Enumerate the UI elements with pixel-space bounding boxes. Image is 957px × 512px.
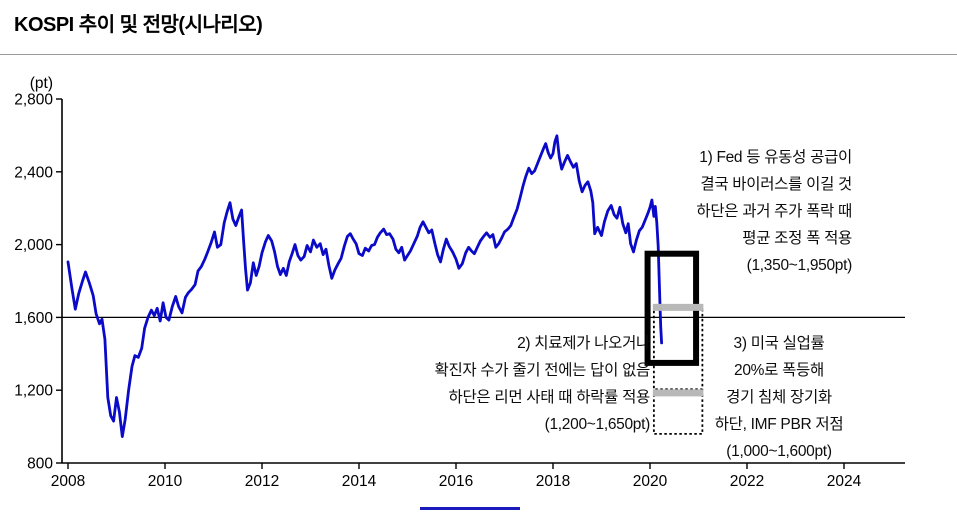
annotation-line: 2) 치료제가 나오거나 xyxy=(517,335,650,352)
x-tick-label: 2022 xyxy=(730,473,764,490)
annotation-scenario-1: 1) Fed 등 유동성 공급이 결국 바이러스를 이길 것 하단은 과거 주가… xyxy=(696,144,852,279)
y-axis-unit-label: (pt) xyxy=(30,75,53,92)
page-title: KOSPI 추이 및 전망(시나리오) xyxy=(14,14,263,36)
y-tick-label: 1,200 xyxy=(14,383,53,400)
annotation-line: 하단은 과거 주가 폭락 때 xyxy=(696,203,852,220)
annotation-line: 평균 조정 폭 적용 xyxy=(742,230,852,247)
y-tick-label: 2,000 xyxy=(14,237,53,254)
annotation-line: 하단, IMF PBR 저점 xyxy=(714,416,844,433)
x-tick-label: 2012 xyxy=(245,473,279,490)
annotation-line: 3) 미국 실업률 xyxy=(733,335,825,352)
x-tick-label: 2016 xyxy=(439,473,473,490)
x-tick-label: 2010 xyxy=(148,473,183,490)
annotation-scenario-3: 3) 미국 실업률 20%로 폭등해 경기 침체 장기화 하단, IMF PBR… xyxy=(698,330,860,465)
x-tick-label: 2008 xyxy=(51,473,85,490)
scenario-box-dotted xyxy=(652,392,704,435)
footer-accent-line xyxy=(420,507,520,510)
x-tick-label: 2020 xyxy=(633,473,668,490)
annotation-range: (1,200~1,650pt) xyxy=(544,416,651,433)
x-tick-label: 2018 xyxy=(536,473,570,490)
annotation-line: 20%로 폭등해 xyxy=(734,362,824,379)
x-tick-label: 2024 xyxy=(827,473,862,490)
annotation-scenario-2: 2) 치료제가 나오거나 확진자 수가 줄기 전에는 답이 없음 하단은 리먼 … xyxy=(434,330,651,438)
annotation-range: (1,350~1,950pt) xyxy=(746,257,853,274)
y-tick-label: 2,800 xyxy=(14,92,53,109)
y-tick-label: 800 xyxy=(27,456,53,473)
annotation-line: 1) Fed 등 유동성 공급이 xyxy=(699,149,852,166)
y-tick-label: 1,600 xyxy=(14,310,53,327)
annotation-line: 하단은 리먼 사태 때 하락률 적용 xyxy=(448,389,650,406)
annotation-line: 결국 바이러스를 이길 것 xyxy=(700,176,852,193)
annotation-line: 경기 침체 장기화 xyxy=(726,389,832,406)
title-divider xyxy=(0,54,957,55)
x-tick-label: 2014 xyxy=(342,473,377,490)
y-tick-label: 2,400 xyxy=(14,164,53,181)
annotation-line: 확진자 수가 줄기 전에는 답이 없음 xyxy=(434,362,651,379)
annotation-range: (1,000~1,600pt) xyxy=(726,443,832,460)
kospi-line xyxy=(66,134,663,439)
